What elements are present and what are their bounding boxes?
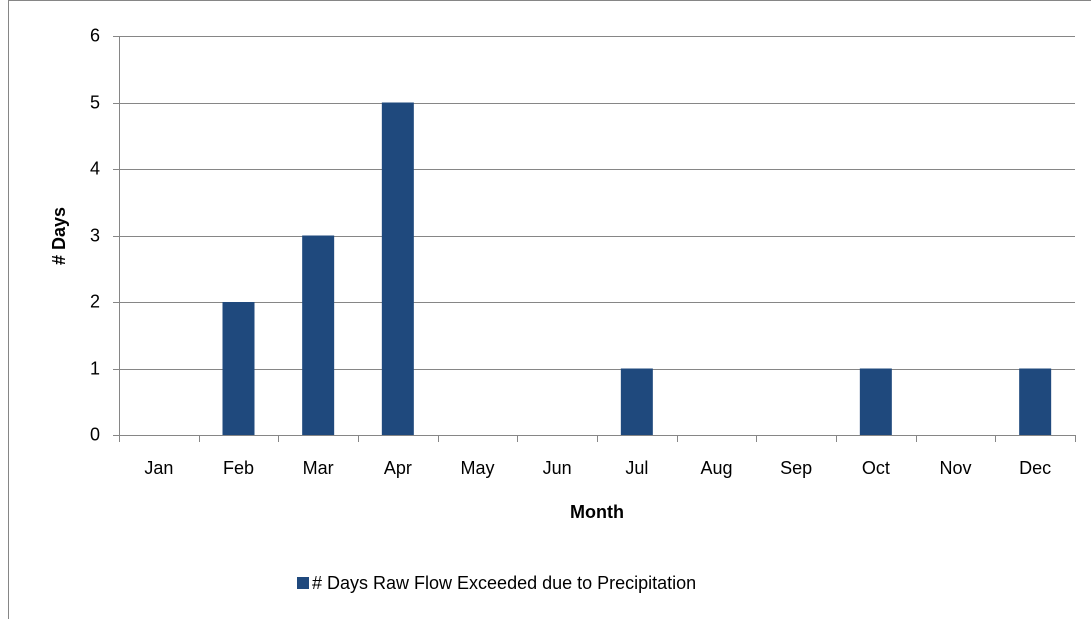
bar (859, 368, 892, 435)
x-tick-label: Jan (144, 458, 173, 478)
y-tick-label: 0 (90, 424, 100, 444)
x-axis-label: Month (570, 502, 624, 522)
x-tick-label: Oct (862, 458, 890, 478)
bar (381, 102, 414, 435)
x-tick-label: Nov (939, 458, 971, 478)
x-tick-label: Jun (543, 458, 572, 478)
x-tick-label: Feb (223, 458, 254, 478)
bar (302, 235, 335, 435)
x-tick-label: Jul (625, 458, 648, 478)
x-tick-label: Apr (384, 458, 412, 478)
y-tick-label: 5 (90, 92, 100, 112)
y-axis-label: # Days (49, 207, 69, 265)
x-tick-label: Sep (780, 458, 812, 478)
y-tick-label: 1 (90, 358, 100, 378)
y-tick-label: 2 (90, 291, 100, 311)
y-tick-label: 6 (90, 25, 100, 45)
x-tick-label: Dec (1019, 458, 1051, 478)
bar (222, 302, 255, 435)
bar (1019, 368, 1052, 435)
y-tick-label: 4 (90, 158, 100, 178)
legend-swatch (297, 577, 309, 589)
x-tick-label: Aug (700, 458, 732, 478)
x-tick-label: Mar (303, 458, 334, 478)
legend-label: # Days Raw Flow Exceeded due to Precipit… (312, 573, 696, 593)
y-tick-label: 3 (90, 225, 100, 245)
bar (620, 368, 653, 435)
x-tick-label: May (460, 458, 494, 478)
